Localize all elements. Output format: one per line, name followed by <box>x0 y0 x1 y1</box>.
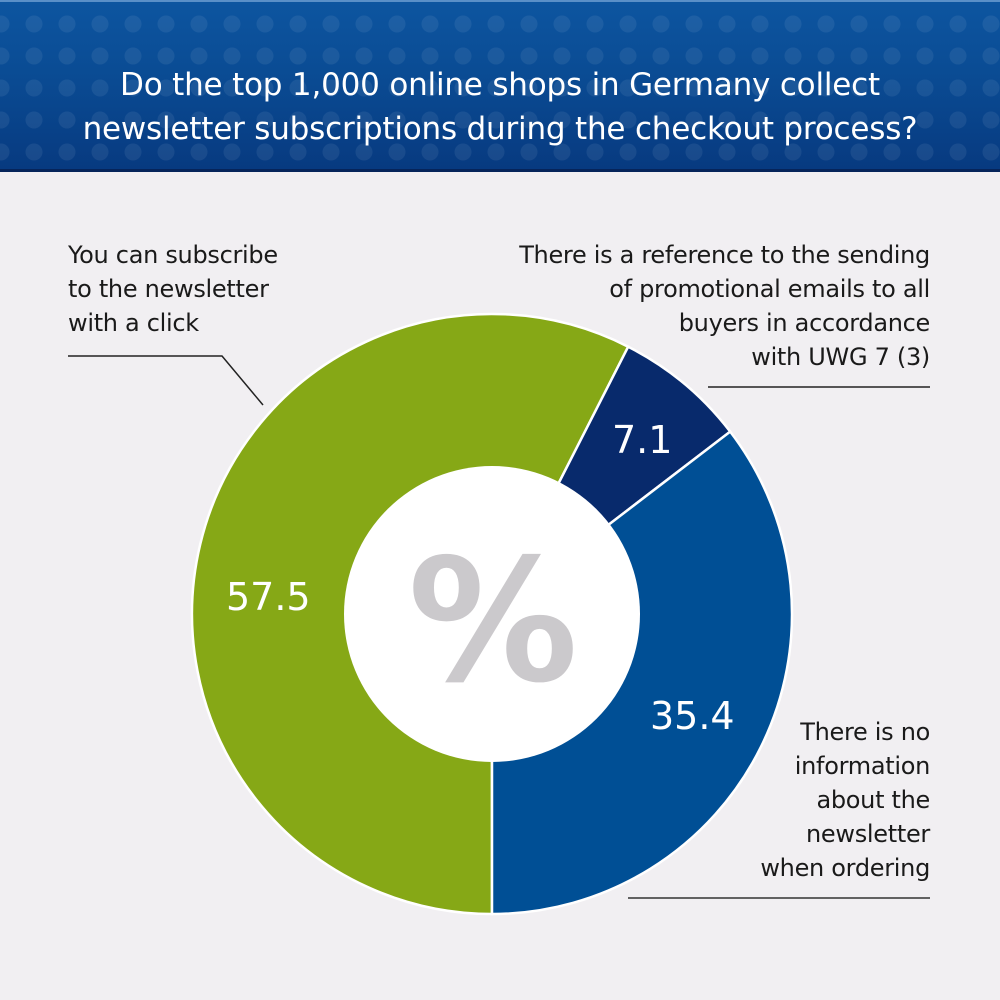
annotation-line: with a click <box>68 309 199 337</box>
segment-no-information <box>490 429 794 916</box>
annotation-subscribe-with-click: You can subscribe to the newsletter with… <box>68 238 278 340</box>
value-label-navy: 7.1 <box>612 418 673 462</box>
annotation-line: to the newsletter <box>68 275 269 303</box>
annotation-line: There is a reference to the sending <box>519 241 930 269</box>
annotation-line: information <box>794 752 931 780</box>
donut-hole <box>344 466 640 762</box>
annotation-line: There is no <box>800 718 930 746</box>
annotation-line: You can subscribe <box>68 241 278 269</box>
annotation-no-information: There is no information about the newsle… <box>760 715 930 885</box>
annotation-line: of promotional emails to all <box>609 275 930 303</box>
value-label-green: 57.5 <box>226 575 311 619</box>
value-label-blue: 35.4 <box>650 694 735 738</box>
annotation-uwg-reference: There is a reference to the sending of p… <box>519 238 930 374</box>
annotation-line: buyers in accordance <box>678 309 931 337</box>
annotation-line: with UWG 7 (3) <box>751 343 930 371</box>
dot-pattern-decoration <box>0 2 1000 169</box>
header-banner: Do the top 1,000 online shops in Germany… <box>0 0 1000 172</box>
title-line-1: Do the top 1,000 online shops in Germany… <box>120 66 880 103</box>
leader-line-green <box>68 355 264 406</box>
annotation-line: newsletter <box>806 820 930 848</box>
annotation-line: about the <box>816 786 930 814</box>
percent-symbol: % <box>408 523 578 721</box>
title-line-2: newsletter subscriptions during the chec… <box>82 110 918 147</box>
chart-title: Do the top 1,000 online shops in Germany… <box>0 63 1000 151</box>
annotation-line: when ordering <box>760 854 930 882</box>
